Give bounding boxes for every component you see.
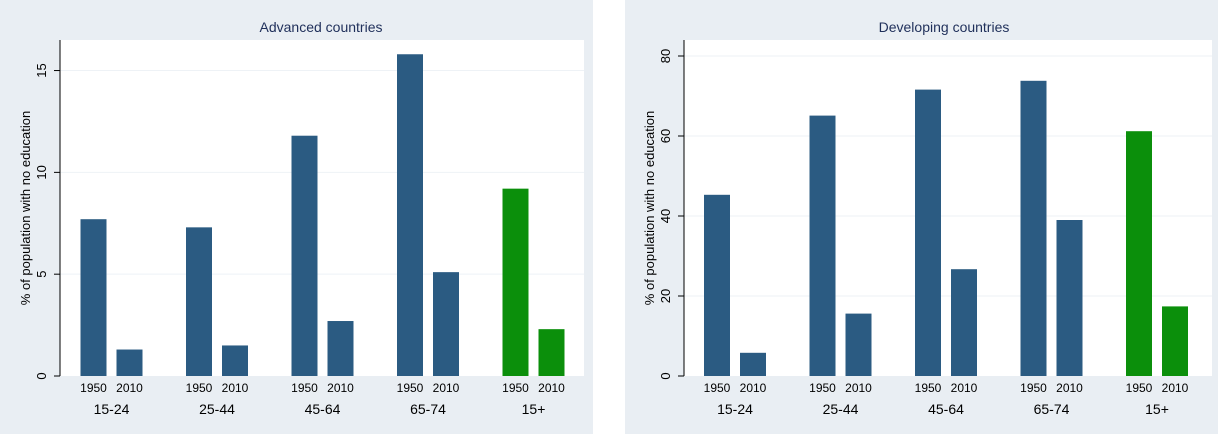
year-label: 2010 bbox=[222, 381, 249, 395]
year-label: 2010 bbox=[1056, 381, 1083, 395]
x-labels: 1950 2010 15-24 1950 2010 25-44 1950 2010 45-64 1… bbox=[704, 381, 1189, 417]
year-label: 2010 bbox=[327, 381, 354, 395]
bars bbox=[704, 80, 1188, 377]
y-tick-label: 20 bbox=[658, 289, 673, 303]
y-tick-label: 10 bbox=[34, 165, 49, 179]
bar-65-74-2010 bbox=[1056, 220, 1083, 376]
bar-65-74-2010 bbox=[433, 272, 459, 376]
year-label: 2010 bbox=[845, 381, 872, 395]
year-label: 1950 bbox=[915, 381, 942, 395]
plot-area bbox=[684, 40, 1212, 376]
year-label: 2010 bbox=[1162, 381, 1189, 395]
bar-45-64-1950 bbox=[291, 135, 318, 376]
year-label: 1950 bbox=[397, 381, 424, 395]
bar-15+-1950 bbox=[502, 188, 529, 376]
y-tick-label: 40 bbox=[658, 209, 673, 223]
chart-title: Developing countries bbox=[879, 19, 1010, 35]
gridlines bbox=[60, 70, 584, 275]
bar-15-24-2010 bbox=[116, 349, 143, 376]
chart-panel-advanced: Advanced countries % of population with … bbox=[0, 0, 593, 434]
bar-15-24-1950 bbox=[704, 194, 730, 376]
chart-panel-developing: Developing countries % of population wit… bbox=[625, 0, 1218, 434]
year-label: 1950 bbox=[502, 381, 529, 395]
bar-25-44-1950 bbox=[186, 227, 212, 376]
group-label: 15-24 bbox=[94, 401, 130, 417]
year-label: 1950 bbox=[704, 381, 731, 395]
bar-15+-2010 bbox=[1162, 306, 1188, 376]
year-label: 1950 bbox=[1126, 381, 1153, 395]
y-tick-label: 60 bbox=[658, 129, 673, 143]
year-label: 1950 bbox=[80, 381, 107, 395]
bar-45-64-1950 bbox=[915, 89, 941, 376]
group-label: 25-44 bbox=[199, 401, 235, 417]
year-label: 1950 bbox=[186, 381, 213, 395]
group-label: 15-24 bbox=[717, 401, 753, 417]
bar-25-44-2010 bbox=[845, 313, 872, 376]
group-label: 45-64 bbox=[928, 401, 964, 417]
group-label: 65-74 bbox=[1034, 401, 1070, 417]
x-labels: 1950 2010 15-24 1950 2010 25-44 1950 2010 45-64 1… bbox=[80, 381, 565, 417]
year-label: 1950 bbox=[291, 381, 318, 395]
year-label: 2010 bbox=[951, 381, 978, 395]
bar-15-24-1950 bbox=[80, 219, 107, 376]
year-label: 2010 bbox=[538, 381, 565, 395]
y-tick-label: 80 bbox=[658, 49, 673, 63]
year-label: 2010 bbox=[433, 381, 460, 395]
y-ticks: 0 5 10 15 bbox=[34, 63, 60, 380]
y-tick-label: 5 bbox=[34, 271, 49, 278]
y-tick-label: 15 bbox=[34, 63, 49, 77]
plot-area bbox=[60, 40, 584, 376]
bar-15+-1950 bbox=[1126, 131, 1152, 376]
year-label: 1950 bbox=[809, 381, 836, 395]
bar-65-74-1950 bbox=[397, 54, 423, 376]
group-label: 25-44 bbox=[823, 401, 859, 417]
year-label: 1950 bbox=[1020, 381, 1047, 395]
bar-25-44-1950 bbox=[809, 115, 836, 376]
year-label: 2010 bbox=[740, 381, 767, 395]
bar-65-74-1950 bbox=[1020, 80, 1047, 377]
bar-15+-2010 bbox=[538, 329, 565, 376]
y-tick-label: 0 bbox=[658, 372, 673, 379]
group-label: 15+ bbox=[1145, 401, 1169, 417]
group-label: 65-74 bbox=[410, 401, 446, 417]
bar-45-64-2010 bbox=[327, 321, 354, 376]
group-label: 45-64 bbox=[305, 401, 341, 417]
bar-25-44-2010 bbox=[222, 345, 248, 376]
bars bbox=[80, 54, 565, 376]
group-label: 15+ bbox=[522, 401, 546, 417]
year-label: 2010 bbox=[116, 381, 143, 395]
chart-title: Advanced countries bbox=[260, 19, 383, 35]
gridlines bbox=[684, 55, 1212, 297]
bar-45-64-2010 bbox=[951, 269, 977, 376]
y-axis-label: % of population with no education bbox=[642, 111, 657, 305]
y-axis-label: % of population with no education bbox=[18, 111, 33, 305]
y-tick-label: 0 bbox=[34, 372, 49, 379]
y-ticks: 0 20 40 60 80 bbox=[658, 49, 684, 380]
bar-15-24-2010 bbox=[740, 352, 766, 376]
